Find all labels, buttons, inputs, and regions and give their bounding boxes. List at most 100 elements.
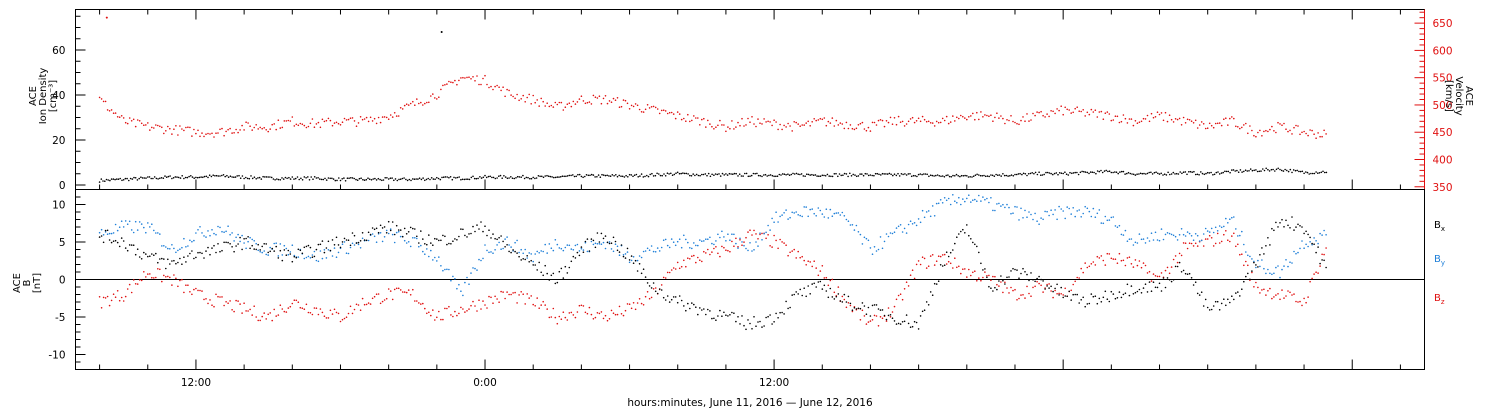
bz-point: [1024, 297, 1026, 299]
velocity-point: [397, 115, 400, 117]
velocity-point: [120, 115, 123, 117]
by-point: [313, 250, 316, 253]
density-point: [264, 176, 266, 178]
bx-point: [765, 316, 767, 319]
bx-point: [249, 247, 251, 250]
velocity-point: [809, 125, 811, 127]
density-point: [998, 174, 1001, 176]
density-point: [1132, 173, 1135, 176]
density-point: [313, 176, 316, 178]
velocity-point: [420, 101, 422, 104]
bx-point: [646, 282, 649, 284]
bz-point: [636, 302, 639, 304]
bx-point: [869, 315, 872, 317]
by-point: [843, 215, 846, 217]
bx-point: [947, 255, 950, 258]
bx-point: [488, 229, 490, 231]
bx-point: [572, 255, 575, 258]
by-point: [1064, 217, 1066, 220]
by-point: [1022, 217, 1024, 219]
velocity-point: [140, 122, 143, 125]
density-point: [467, 178, 469, 180]
bz-point: [984, 271, 986, 273]
by-point: [1210, 227, 1213, 230]
by-point: [699, 239, 701, 241]
by-point: [1092, 207, 1095, 210]
bx-point: [968, 234, 970, 237]
velocity-point: [925, 120, 928, 123]
velocity-point: [548, 105, 551, 108]
velocity-point: [1032, 112, 1034, 115]
by-point: [157, 232, 159, 234]
density-point: [566, 175, 569, 177]
bz-point: [387, 288, 390, 290]
by-point: [1164, 233, 1167, 236]
by-point: [460, 290, 462, 293]
bz-point: [1305, 301, 1307, 304]
by-point: [725, 240, 727, 242]
velocity-point: [532, 94, 534, 97]
bx-point: [279, 249, 282, 252]
bz-point: [787, 254, 789, 257]
bz-point: [1283, 297, 1285, 299]
density-point: [969, 176, 971, 178]
velocity-point: [504, 95, 506, 98]
by-point: [1279, 276, 1281, 279]
density-point: [365, 178, 368, 181]
bz-point: [861, 309, 864, 312]
velocity-tick-label: 500: [1433, 100, 1453, 112]
bz-point: [508, 293, 510, 296]
density-point: [227, 176, 230, 178]
bz-point: [462, 308, 464, 310]
bz-point: [689, 258, 691, 260]
bx-point: [293, 255, 296, 258]
bx-point: [725, 314, 727, 317]
velocity-point: [136, 119, 139, 121]
velocity-point: [106, 109, 109, 111]
bx-point: [173, 259, 175, 262]
density-point: [1194, 173, 1197, 176]
bz-point: [634, 308, 637, 311]
density-point: [468, 178, 471, 181]
velocity-point: [1028, 120, 1030, 122]
by-point: [915, 224, 918, 227]
velocity-point: [1206, 127, 1209, 129]
density-point: [776, 175, 779, 177]
velocity-point: [1126, 122, 1129, 124]
bz-point: [628, 303, 631, 306]
bz-point: [632, 302, 635, 304]
bx-point: [1004, 283, 1006, 285]
velocity-tick-label: 650: [1433, 18, 1453, 30]
by-point: [1056, 218, 1058, 221]
bx-point: [652, 282, 655, 284]
bz-point: [1212, 245, 1215, 247]
by-point: [1058, 205, 1060, 208]
by-point: [847, 220, 850, 222]
bx-point: [841, 301, 844, 303]
bz-point: [905, 281, 908, 284]
density-point: [356, 179, 359, 181]
bz-point: [1208, 234, 1211, 237]
bz-point: [925, 267, 928, 269]
bx-point: [1295, 226, 1297, 228]
density-point: [876, 172, 879, 175]
velocity-point: [964, 117, 966, 119]
density-point: [933, 175, 935, 177]
density-point: [448, 176, 450, 179]
bz-point: [683, 259, 685, 262]
velocity-point: [359, 116, 362, 118]
by-point: [952, 194, 954, 196]
density-point: [250, 175, 252, 177]
bz-point: [717, 252, 719, 255]
velocity-point: [1267, 130, 1269, 133]
by-point: [845, 218, 848, 221]
bz-point: [1048, 283, 1050, 285]
by-point: [980, 200, 982, 202]
bx-point: [251, 244, 253, 247]
bx-point: [929, 291, 932, 293]
bx-point: [257, 243, 260, 246]
density-point: [499, 174, 502, 177]
velocity-point: [1148, 120, 1151, 123]
density-point: [420, 178, 423, 181]
bz-point: [237, 300, 239, 302]
